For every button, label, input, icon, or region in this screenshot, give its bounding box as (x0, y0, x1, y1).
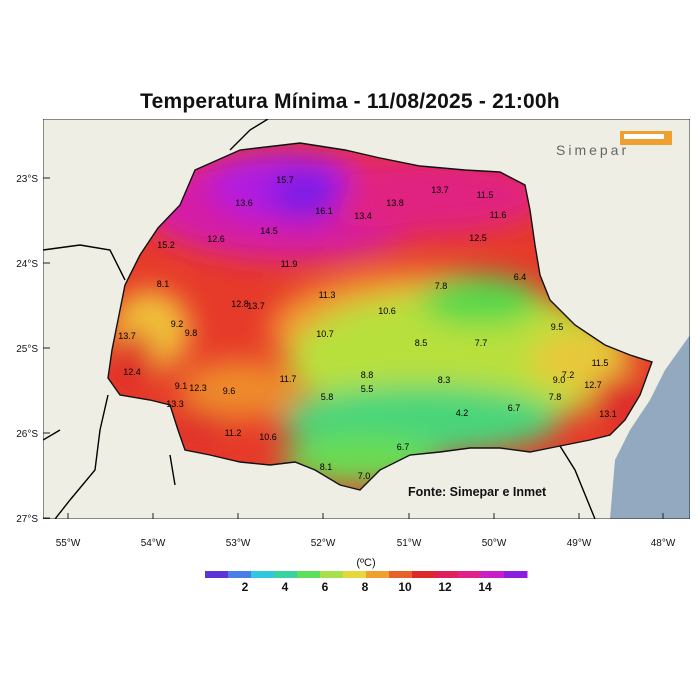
station-value: 15.7 (276, 175, 294, 185)
colorbar-segment (251, 571, 275, 578)
colorbar-segment (366, 571, 390, 578)
colorbar (205, 571, 528, 578)
colorbar-label: 10 (398, 580, 412, 594)
station-value: 13.7 (431, 185, 449, 195)
station-labels: 15.7 13.6 16.1 13.4 13.8 13.7 11.5 11.6 14.5 12.6… (118, 175, 617, 481)
colorbar-label: 12 (438, 580, 452, 594)
station-value: 4.2 (456, 408, 469, 418)
map-title: Temperatura Mínima - 11/08/2025 - 21:00h (140, 90, 560, 113)
station-value: 14.5 (260, 226, 278, 236)
station-value: 11.3 (319, 290, 336, 300)
station-value: 12.6 (207, 234, 225, 244)
station-value: 11.5 (477, 190, 494, 200)
station-value: 8.5 (415, 338, 428, 348)
station-value: 13.4 (354, 211, 372, 221)
colorbar-segment (458, 571, 482, 578)
lon-tick-label: 50°W (482, 538, 507, 549)
colorbar-label: 8 (362, 580, 369, 594)
lon-tick-label: 49°W (567, 538, 592, 549)
station-value: 6.7 (508, 403, 521, 413)
station-value: 7.2 (562, 370, 575, 380)
station-value: 12.4 (123, 367, 141, 377)
station-value: 5.5 (361, 384, 374, 394)
station-value: 6.4 (514, 272, 527, 282)
logo: Simepar (556, 131, 672, 158)
station-value: 13.7 (118, 331, 136, 341)
station-value: 9.2 (171, 319, 184, 329)
station-value: 10.7 (316, 329, 334, 339)
station-value: 11.7 (280, 374, 297, 384)
lat-tick-label: 23°S (16, 174, 38, 185)
lat-tick-label: 26°S (16, 429, 38, 440)
logo-text: Simepar (556, 142, 629, 158)
lat-tick-label: 24°S (16, 259, 38, 270)
station-value: 13.8 (386, 198, 404, 208)
station-value: 9.5 (551, 322, 564, 332)
colorbar-labels: 2 4 6 8 10 12 14 (242, 580, 492, 594)
station-value: 12.7 (584, 380, 602, 390)
station-value: 9.8 (185, 328, 198, 338)
station-value: 12.3 (189, 383, 207, 393)
station-value: 8.1 (157, 279, 170, 289)
colorbar-label: 14 (478, 580, 492, 594)
source-text: Fonte: Simepar e Inmet (408, 485, 547, 499)
station-value: 13.7 (247, 301, 265, 311)
station-value: 11.5 (592, 358, 609, 368)
station-value: 8.1 (320, 462, 333, 472)
colorbar-label: 6 (322, 580, 329, 594)
lat-tick-label: 25°S (16, 344, 38, 355)
station-value: 16.1 (315, 206, 333, 216)
lon-tick-label: 51°W (397, 538, 422, 549)
station-value: 9.1 (175, 381, 188, 391)
station-value: 13.6 (235, 198, 253, 208)
lon-tick-label: 53°W (226, 538, 251, 549)
station-value: 11.6 (490, 210, 507, 220)
station-value: 9.6 (223, 386, 236, 396)
ocean (610, 335, 690, 519)
station-value: 15.2 (157, 240, 175, 250)
colorbar-segment (274, 571, 298, 578)
station-value: 6.7 (397, 442, 410, 452)
colorbar-segment (481, 571, 505, 578)
border-lines (43, 119, 596, 519)
station-value: 7.8 (549, 392, 562, 402)
colorbar-unit: (ºC) (356, 557, 375, 569)
station-value: 10.6 (259, 432, 277, 442)
station-value: 5.8 (321, 392, 334, 402)
colorbar-label: 4 (282, 580, 289, 594)
station-value: 7.0 (358, 471, 371, 481)
station-value: 8.3 (438, 375, 451, 385)
colorbar-segment (343, 571, 367, 578)
lon-tick-label: 48°W (651, 538, 676, 549)
station-value: 10.6 (378, 306, 396, 316)
station-value: 9.0 (553, 375, 566, 385)
colorbar-segment (389, 571, 413, 578)
station-value: 7.7 (475, 338, 488, 348)
station-value: 12.8 (231, 299, 249, 309)
station-value: 11.9 (281, 259, 298, 269)
colorbar-segment (205, 571, 229, 578)
colorbar-segment (435, 571, 459, 578)
station-value: 8.8 (361, 370, 374, 380)
latitude-ticks: 23°S 24°S 25°S 26°S 27°S (16, 174, 50, 525)
station-value: 7.8 (435, 281, 448, 291)
station-value: 13.1 (599, 409, 617, 419)
colorbar-segment (228, 571, 252, 578)
longitude-ticks: 55°W 54°W 53°W 52°W 51°W 50°W 49°W 48°W (56, 513, 676, 549)
station-value: 13.3 (166, 399, 184, 409)
lat-tick-label: 27°S (16, 514, 38, 525)
lon-tick-label: 55°W (56, 538, 81, 549)
colorbar-label: 2 (242, 580, 249, 594)
station-value: 12.5 (469, 233, 487, 243)
colorbar-segment (297, 571, 321, 578)
lon-tick-label: 54°W (141, 538, 166, 549)
colorbar-segment (504, 571, 528, 578)
colorbar-segment (412, 571, 436, 578)
lon-tick-label: 52°W (311, 538, 336, 549)
station-value: 11.2 (225, 428, 242, 438)
colorbar-segment (320, 571, 344, 578)
